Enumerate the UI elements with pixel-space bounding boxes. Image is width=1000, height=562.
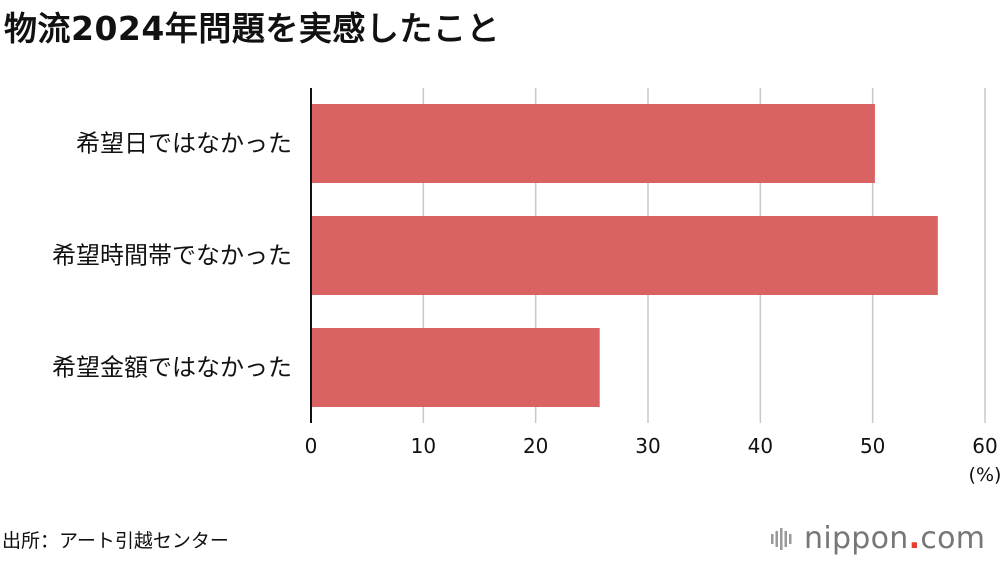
- x-tick-label: 20: [523, 434, 548, 458]
- x-tick-label: 50: [860, 434, 885, 458]
- x-tick-label: 60: [972, 434, 997, 458]
- nippon-logo: nippon.com: [770, 518, 985, 558]
- x-tick-label: 10: [411, 434, 436, 458]
- nippon-logo-mark-icon: [771, 528, 792, 550]
- logo-wordmark: nippon.com: [804, 521, 985, 556]
- bar: [311, 104, 875, 183]
- x-tick-labels: 0 10 20 30 40 50 60: [305, 434, 998, 458]
- source-note: 出所：アート引越センター: [2, 530, 229, 552]
- logo-suffix: com: [920, 520, 986, 556]
- logo-dot: .: [908, 520, 921, 556]
- x-axis-unit: (%): [969, 464, 1000, 486]
- category-label: 希望日ではなかった: [76, 130, 292, 158]
- bars: [311, 104, 938, 407]
- bar: [311, 216, 938, 295]
- logo-name: nippon: [804, 520, 909, 556]
- category-label: 希望時間帯でなかった: [52, 242, 292, 270]
- bar: [311, 328, 600, 407]
- x-tick-label: 30: [635, 434, 660, 458]
- x-tick-label: 40: [748, 434, 773, 458]
- category-label: 希望金額ではなかった: [52, 354, 292, 382]
- x-tick-label: 0: [305, 434, 318, 458]
- chart-title: 物流2024年問題を実感したこと: [4, 9, 500, 48]
